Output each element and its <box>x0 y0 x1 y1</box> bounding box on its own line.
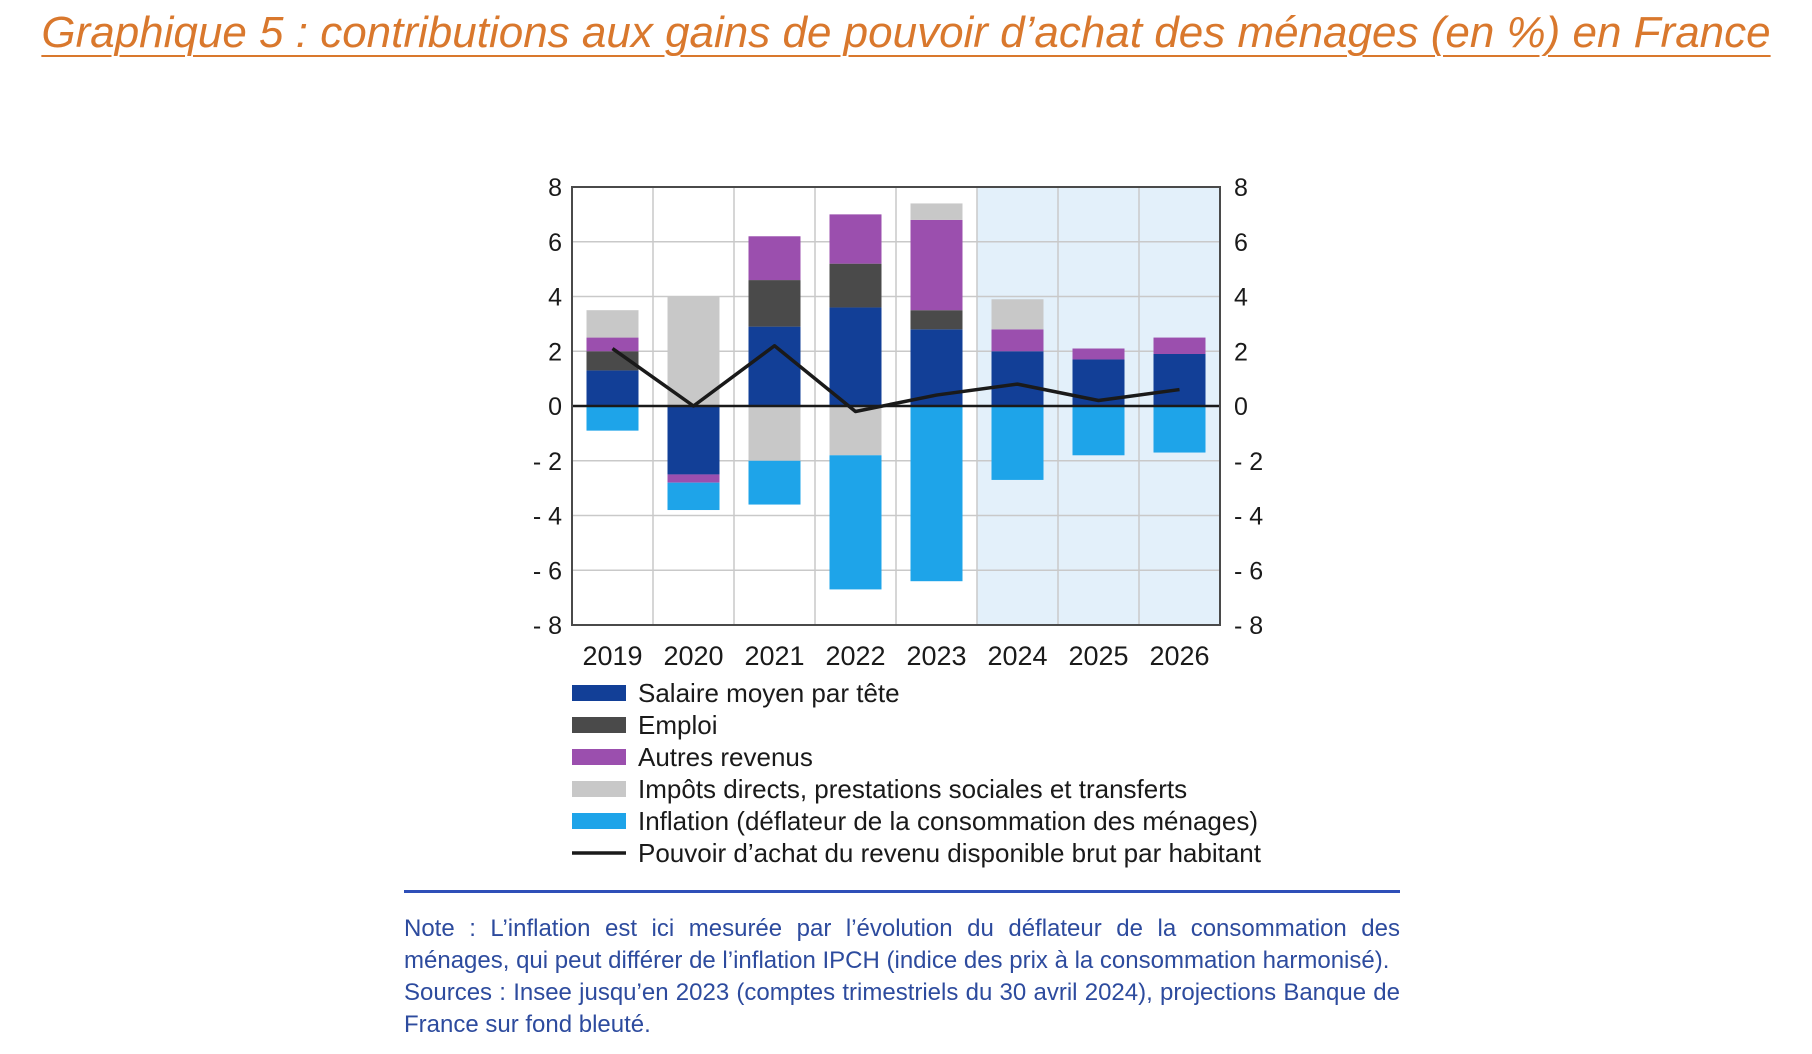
y-tick-left: - 6 <box>533 557 562 585</box>
bar-2022-impôts <box>829 406 882 456</box>
y-tick-right: 4 <box>1234 284 1248 312</box>
bar-2024-autres <box>991 329 1044 352</box>
legend-label: Inflation (déflateur de la consommation … <box>638 806 1258 836</box>
legend-swatch <box>572 685 626 701</box>
legend-swatch <box>572 717 626 733</box>
y-tick-right: 2 <box>1234 338 1248 366</box>
y-tick-left: 6 <box>548 229 562 257</box>
bar-2021-autres <box>748 236 801 281</box>
bar-2022-salaire <box>829 307 882 406</box>
bar-2021-impôts <box>748 406 801 461</box>
bar-2019-autres <box>586 337 639 352</box>
axis-labels: 8 8 6 6 4 4 2 2 0 0 - 2 - 2 - 4 - 4 - 6 - 6 - 8 - 8 2019 20… <box>533 174 1263 671</box>
bar-2024-impôts <box>991 299 1044 330</box>
bar-2026-inflation <box>1153 406 1206 453</box>
note-block: Note : L’inflation est ici mesurée par l… <box>404 890 1400 1041</box>
x-tick-2020: 2020 <box>663 641 723 671</box>
bar-2020-impôts <box>667 296 720 406</box>
legend-swatch <box>572 749 626 765</box>
bar-2022-emploi <box>829 263 882 308</box>
bar-2020-autres <box>667 474 720 483</box>
y-tick-left: - 8 <box>533 612 562 640</box>
sources-text: Sources : Insee jusqu’en 2023 (comptes t… <box>404 979 1400 1038</box>
bar-2022-autres <box>829 214 882 264</box>
y-tick-left: 0 <box>548 393 562 421</box>
x-tick-2024: 2024 <box>987 641 1047 671</box>
y-tick-left: 8 <box>548 174 562 202</box>
bar-2026-autres <box>1153 337 1206 354</box>
bar-2023-autres <box>910 219 963 311</box>
y-tick-right: - 2 <box>1234 448 1263 476</box>
chart-title: Graphique 5 : contributions aux gains de… <box>41 8 1771 57</box>
x-tick-2025: 2025 <box>1068 641 1128 671</box>
bar-2023-inflation <box>910 406 963 582</box>
y-tick-right: - 4 <box>1234 503 1263 531</box>
y-tick-right: - 8 <box>1234 612 1263 640</box>
bar-2025-inflation <box>1072 406 1125 456</box>
x-tick-2022: 2022 <box>825 641 885 671</box>
legend-label: Salaire moyen par tête <box>638 678 900 708</box>
y-tick-right: - 6 <box>1234 557 1263 585</box>
y-tick-left: - 2 <box>533 448 562 476</box>
legend-swatch <box>572 781 626 797</box>
bar-2021-inflation <box>748 460 801 505</box>
legend-swatch <box>572 813 626 829</box>
purchasing-power-line <box>611 344 1180 414</box>
x-tick-2019: 2019 <box>582 641 642 671</box>
bar-2020-inflation <box>667 482 720 511</box>
legend-label: Impôts directs, prestations sociales et … <box>638 774 1187 804</box>
note-text: Note : L’inflation est ici mesurée par l… <box>404 915 1400 974</box>
y-tick-right: 8 <box>1234 174 1248 202</box>
y-tick-left: 4 <box>548 284 562 312</box>
bar-2022-inflation <box>829 455 882 590</box>
plot-border <box>571 186 1221 626</box>
chart: 8 8 6 6 4 4 2 2 0 0 - 2 - 2 - 4 - 4 - 6 - 6 - 8 - 8 2019 20… <box>533 174 1263 868</box>
y-tick-left: 2 <box>548 338 562 366</box>
x-tick-2023: 2023 <box>906 641 966 671</box>
legend-label: Autres revenus <box>638 742 813 772</box>
bar-2023-impôts <box>910 203 963 220</box>
bar-2021-salaire <box>748 326 801 406</box>
bar-2019-impôts <box>586 310 639 338</box>
zero-axis <box>571 186 1221 626</box>
line-pouvoir-achat <box>611 344 1180 414</box>
bar-2019-inflation <box>586 406 639 431</box>
y-tick-left: - 4 <box>533 503 562 531</box>
y-tick-right: 6 <box>1234 229 1248 257</box>
bar-2024-salaire <box>991 351 1044 406</box>
bar-2020-salaire <box>667 406 720 475</box>
x-tick-2026: 2026 <box>1149 641 1209 671</box>
bar-2021-emploi <box>748 280 801 327</box>
y-tick-right: 0 <box>1234 393 1248 421</box>
legend-label: Emploi <box>638 710 717 740</box>
legend-label: Pouvoir d’achat du revenu disponible bru… <box>638 838 1262 868</box>
bar-2024-inflation <box>991 406 1044 480</box>
bar-2019-salaire <box>586 370 639 406</box>
bar-2026-salaire <box>1153 353 1206 406</box>
bar-2025-autres <box>1072 348 1125 360</box>
x-tick-2021: 2021 <box>744 641 804 671</box>
bars <box>586 203 1206 590</box>
bar-2023-emploi <box>910 310 963 330</box>
